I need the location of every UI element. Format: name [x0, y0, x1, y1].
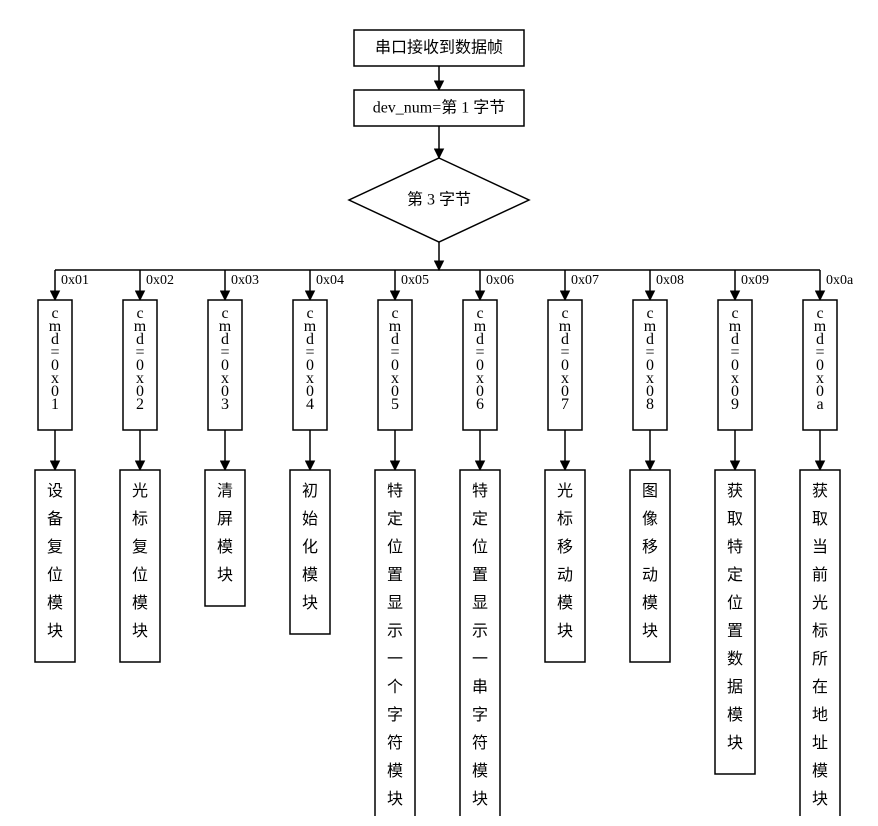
branch-code-1: 0x02	[146, 273, 174, 288]
branch-code-8: 0x09	[741, 273, 769, 288]
flowchart-canvas: 串口接收到数据帧dev_num=第 1 字节第 3 字节0x01cmd=0x01…	[10, 10, 868, 816]
branch-code-9: 0x0a	[826, 273, 854, 288]
branch-code-4: 0x05	[401, 273, 429, 288]
top.decision: 第 3 字节	[407, 191, 471, 209]
branch-code-7: 0x08	[656, 273, 684, 288]
top.box1: 串口接收到数据帧	[375, 39, 503, 57]
branch-code-3: 0x04	[316, 273, 344, 288]
branch-code-0: 0x01	[61, 273, 89, 288]
branch-code-5: 0x06	[486, 273, 514, 288]
top.box2: dev_num=第 1 字节	[373, 99, 506, 117]
branch-code-2: 0x03	[231, 273, 259, 288]
branch-code-6: 0x07	[571, 273, 599, 288]
